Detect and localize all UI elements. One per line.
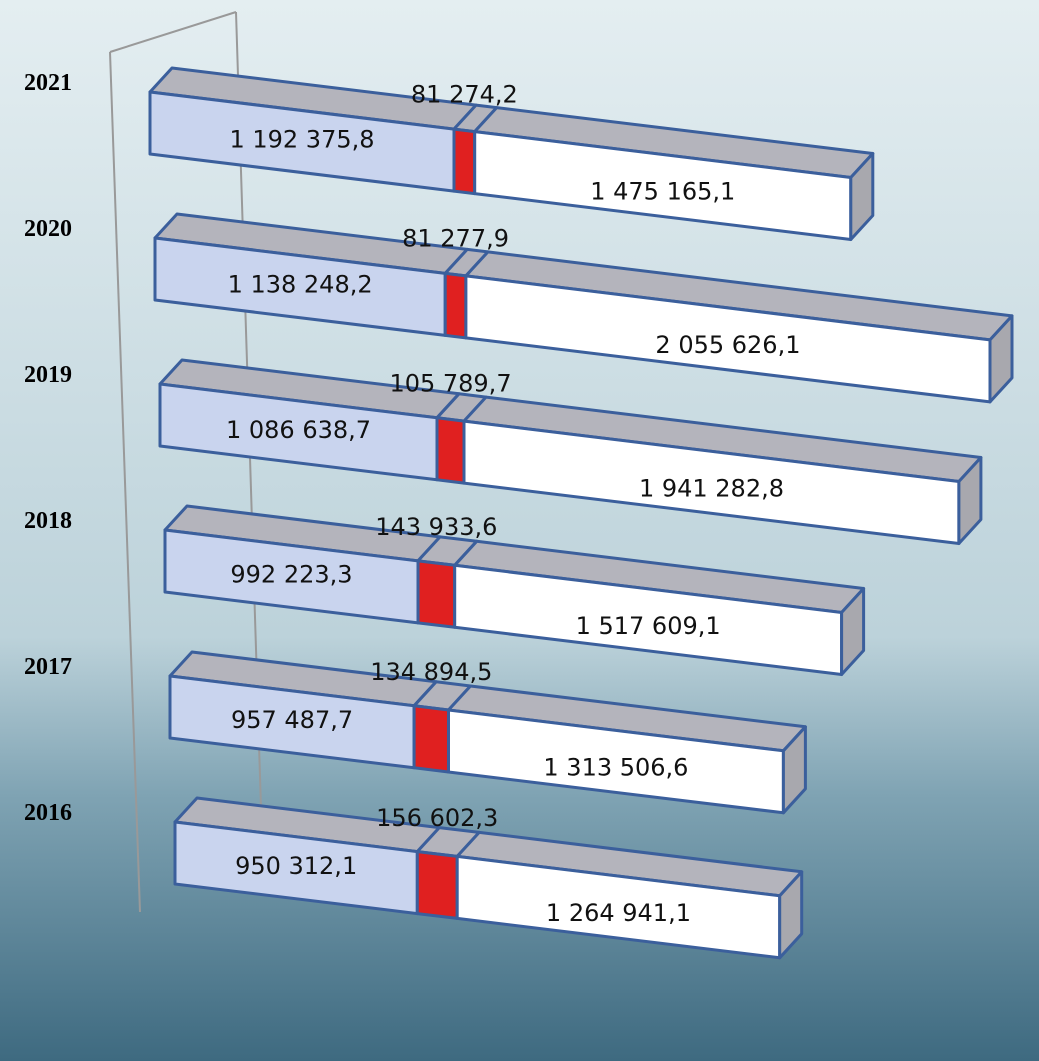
value-label: 81 274,2 [411,80,518,108]
value-label: 1 475 165,1 [590,178,735,206]
bar-segment [454,129,475,194]
value-label: 957 487,7 [231,706,353,734]
value-label: 1 313 506,6 [543,753,688,781]
value-label: 156 602,3 [376,804,498,832]
year-label: 2017 [24,654,72,680]
year-label: 2016 [24,800,72,826]
value-label: 81 277,9 [402,225,509,253]
value-label: 1 192 375,8 [229,126,374,154]
value-label: 1 138 248,2 [228,271,373,299]
value-label: 105 789,7 [389,369,511,397]
bar-segment [445,273,466,338]
year-label: 2021 [24,70,72,96]
chart: 2021 1 192 375,8 81 274,2 1 475 165,1 2020 1 … [0,0,1039,1061]
value-label: 992 223,3 [230,560,352,588]
value-label: 950 312,1 [235,852,357,880]
year-label: 2019 [24,362,72,388]
value-label: 143 933,6 [375,513,497,541]
value-label: 134 894,5 [370,658,492,686]
value-label: 1 517 609,1 [576,612,721,640]
bar-segment [417,852,457,919]
bar-segment [414,706,448,772]
bar-segment [437,418,464,483]
year-label: 2020 [24,216,72,242]
value-label: 1 264 941,1 [546,899,691,927]
value-label: 1 941 282,8 [639,474,784,502]
bar-segment [418,561,455,627]
value-label: 2 055 626,1 [655,331,800,359]
year-label: 2018 [24,508,72,534]
value-label: 1 086 638,7 [226,416,371,444]
